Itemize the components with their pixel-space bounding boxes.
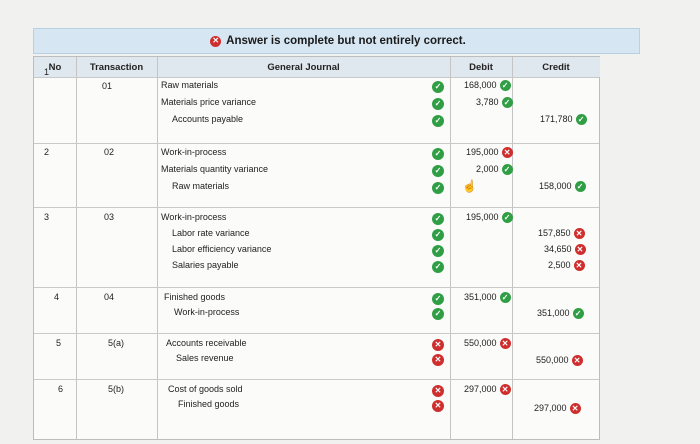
- row-correct-icon: ✓: [432, 112, 444, 130]
- entry-transaction: 04: [104, 292, 115, 302]
- row-correct-icon: ✓: [432, 258, 444, 276]
- row-correct-icon: ✓: [432, 78, 444, 96]
- entry-transaction: 5(b): [108, 384, 125, 394]
- entry-no: 1: [44, 67, 50, 77]
- row-incorrect-icon: ✕: [432, 351, 444, 369]
- credit-value: 550,000 ✕: [536, 355, 583, 367]
- account-name: Raw materials: [172, 181, 230, 191]
- account-name: Sales revenue: [176, 353, 234, 363]
- account-name: Salaries payable: [172, 260, 239, 270]
- debit-value: 168,000 ✓: [464, 80, 511, 92]
- feedback-banner: ✕ Answer is complete but not entirely co…: [33, 28, 640, 54]
- correct-icon: ✓: [501, 164, 513, 176]
- account-name: Labor efficiency variance: [172, 244, 272, 254]
- account-name: Materials quantity variance: [161, 164, 269, 174]
- row-correct-icon: ✓: [432, 226, 444, 244]
- row-incorrect-icon: ✕: [432, 382, 444, 400]
- debit-value: 550,000 ✕: [464, 338, 511, 350]
- row-correct-icon: ✓: [432, 162, 444, 180]
- account-name: Work-in-process: [161, 212, 227, 222]
- account-name: Accounts receivable: [166, 338, 247, 348]
- incorrect-icon: ✕: [569, 403, 581, 415]
- credit-value: 34,650 ✕: [544, 244, 586, 256]
- debit-value: 297,000 ✕: [464, 384, 511, 396]
- account-name: Materials price variance: [161, 97, 257, 107]
- col-header-debit: Debit: [450, 57, 512, 77]
- row-incorrect-icon: ✕: [432, 336, 444, 354]
- hand-cursor-icon: ☝: [462, 179, 477, 193]
- row-correct-icon: ✓: [432, 290, 444, 308]
- feedback-message: Answer is complete but not entirely corr…: [226, 35, 466, 47]
- row-correct-icon: ✓: [432, 242, 444, 260]
- account-name: Accounts payable: [172, 114, 244, 124]
- entry-no: 3: [44, 212, 50, 222]
- correct-icon: ✓: [572, 308, 584, 320]
- col-header-transaction: Transaction: [76, 57, 157, 77]
- debit-value: 351,000 ✓: [464, 292, 511, 304]
- correct-icon: ✓: [499, 80, 511, 92]
- correct-icon: ✓: [574, 181, 586, 193]
- account-name: Labor rate variance: [172, 228, 250, 238]
- credit-value: 351,000 ✓: [537, 308, 584, 320]
- credit-value: 158,000 ✓: [539, 181, 586, 193]
- account-name: Finished goods: [164, 292, 226, 302]
- incorrect-icon: ✕: [499, 338, 511, 350]
- entry-transaction: 5(a): [108, 338, 125, 348]
- incorrect-icon: ✕: [573, 228, 585, 240]
- credit-value: 2,500 ✕: [548, 260, 585, 272]
- correct-icon: ✓: [499, 292, 511, 304]
- entry-no: 4: [54, 292, 60, 302]
- correct-icon: ✓: [501, 212, 513, 224]
- account-name: Work-in-process: [174, 307, 240, 317]
- col-header-credit: Credit: [512, 57, 600, 77]
- credit-value: 157,850 ✕: [538, 228, 585, 240]
- row-correct-icon: ✓: [432, 95, 444, 113]
- incorrect-icon: ✕: [499, 384, 511, 396]
- incorrect-icon: ✕: [501, 147, 513, 159]
- entry-no: 2: [44, 147, 50, 157]
- correct-icon: ✓: [575, 114, 587, 126]
- entry-transaction: 01: [102, 81, 113, 91]
- entry-no: 6: [58, 384, 64, 394]
- row-correct-icon: ✓: [432, 305, 444, 323]
- incorrect-icon: ✕: [574, 244, 586, 256]
- account-name: Work-in-process: [161, 147, 227, 157]
- credit-value: 297,000 ✕: [534, 403, 581, 415]
- entry-transaction: 03: [104, 212, 115, 222]
- account-name: Raw materials: [161, 80, 219, 90]
- entry-transaction: 02: [104, 147, 115, 157]
- credit-value: 171,780 ✓: [540, 114, 587, 126]
- debit-value: 3,780 ✓: [476, 97, 513, 109]
- entry-no: 5: [56, 338, 62, 348]
- debit-value: 2,000 ✓: [476, 164, 513, 176]
- row-correct-icon: ✓: [432, 210, 444, 228]
- row-correct-icon: ✓: [432, 179, 444, 197]
- row-correct-icon: ✓: [432, 145, 444, 163]
- row-incorrect-icon: ✕: [432, 397, 444, 415]
- debit-value: 195,000 ✕: [466, 147, 513, 159]
- journal-table: No Transaction General Journal Debit Cre…: [33, 56, 600, 440]
- account-name: Finished goods: [178, 399, 240, 409]
- col-header-journal: General Journal: [157, 57, 450, 77]
- incorrect-icon: ✕: [571, 355, 583, 367]
- account-name: Cost of goods sold: [168, 384, 243, 394]
- col-header-no: No: [34, 57, 76, 77]
- incorrect-icon: ✕: [573, 260, 585, 272]
- correct-icon: ✓: [501, 97, 513, 109]
- incorrect-icon: ✕: [210, 35, 222, 47]
- debit-value: 195,000 ✓: [466, 212, 513, 224]
